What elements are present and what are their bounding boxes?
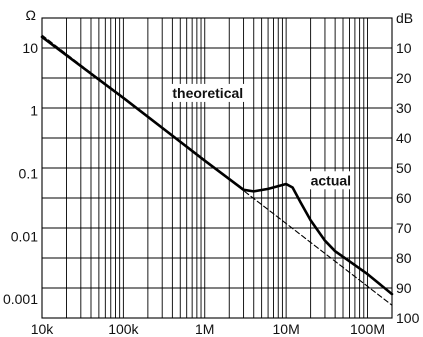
- y-left-tick-label: 1: [30, 103, 38, 119]
- series-layer: [40, 34, 394, 306]
- y-right-tick-label: 100: [396, 310, 420, 326]
- y-right-unit: dB: [396, 10, 413, 26]
- y-left-tick-label: 0.001: [3, 291, 38, 307]
- x-tick-label: 100M: [350, 321, 385, 337]
- annotation-background: [308, 171, 354, 190]
- x-tick-label: 10M: [273, 321, 300, 337]
- y-right-tick-label: 60: [396, 190, 412, 206]
- y-right-tick-label: 10: [396, 40, 412, 56]
- y-left-tick-label: 0.1: [19, 166, 39, 182]
- x-tick-label: 10k: [31, 321, 55, 337]
- y-right-tick-label: 20: [396, 70, 412, 86]
- y-right-tick-label: 40: [396, 130, 412, 146]
- label-layer: 10k 100k 1M 10M 100M 10 1 0.1 0.01 0.001 Ω 10 20 30 40…: [3, 7, 420, 337]
- y-right-tick-label: 90: [396, 280, 412, 296]
- x-tick-label: 1M: [195, 321, 214, 337]
- plot-frame: [41, 17, 393, 319]
- x-tick-label: 100k: [108, 321, 139, 337]
- annotation-actual: actual: [311, 172, 351, 188]
- annotation-theoretical: theoretical: [172, 85, 243, 101]
- y-left-tick-label: 0.01: [11, 228, 38, 244]
- y-left-tick-label: 10: [22, 40, 38, 56]
- y-right-tick-label: 50: [396, 160, 412, 176]
- y-right-tick-label: 70: [396, 220, 412, 236]
- annotation-background: [170, 83, 246, 102]
- series-actual-line: [40, 35, 394, 296]
- y-right-tick-label: 80: [396, 250, 412, 266]
- y-left-unit: Ω: [26, 7, 36, 23]
- y-right-tick-label: 30: [396, 100, 412, 116]
- grid: [41, 18, 393, 319]
